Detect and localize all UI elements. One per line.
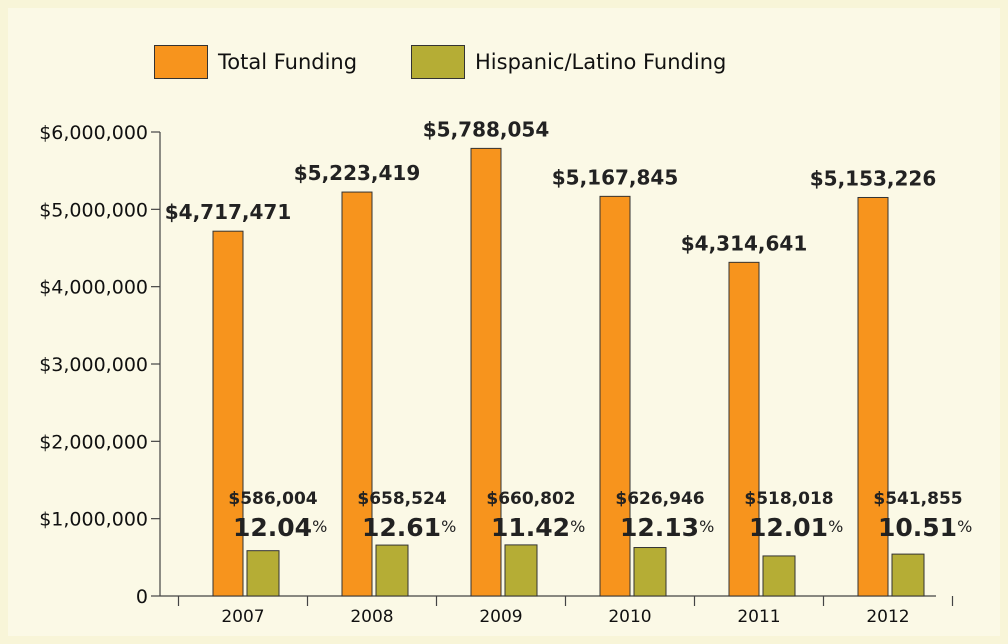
data-label-total: $5,788,054 (423, 117, 550, 141)
data-label-hispanic: $518,018 (744, 489, 833, 509)
percent-symbol: % (570, 517, 585, 536)
x-tick-label: 2010 (608, 607, 651, 627)
percent-symbol: % (441, 517, 456, 536)
bar-total-funding (599, 195, 631, 597)
data-label-hispanic: $658,524 (357, 489, 446, 509)
y-tick-label: $5,000,000 (39, 199, 148, 221)
bar-hispanic-funding (375, 544, 409, 597)
y-tick-label: $1,000,000 (39, 509, 148, 531)
data-label-percent: 12.61% (362, 513, 456, 542)
data-label-total: $4,314,641 (681, 231, 808, 255)
data-label-percent: 10.51% (878, 513, 972, 542)
bar-hispanic-funding (246, 550, 280, 597)
data-label-total: $5,153,226 (810, 166, 937, 190)
x-tick-label: 2008 (350, 607, 393, 627)
bar-hispanic-funding (891, 553, 925, 597)
bar-total-funding (341, 191, 373, 597)
legend-swatch-hispanic-funding (411, 45, 465, 79)
x-tick-label: 2009 (479, 607, 522, 627)
data-label-total: $4,717,471 (165, 200, 292, 224)
x-tick-label: 2007 (221, 607, 264, 627)
bar-total-funding (212, 230, 244, 597)
x-tick-label: 2011 (737, 607, 780, 627)
percent-symbol: % (699, 517, 714, 536)
data-label-hispanic: $541,855 (873, 489, 962, 509)
x-tick-label: 2012 (866, 607, 909, 627)
legend-item-total-funding: Total Funding (154, 42, 357, 82)
bar-total-funding (728, 261, 760, 597)
bar-hispanic-funding (504, 544, 538, 597)
bar-hispanic-funding (762, 555, 796, 597)
data-label-percent: 12.13% (620, 513, 714, 542)
data-label-percent: 12.01% (749, 513, 843, 542)
data-label-hispanic: $660,802 (486, 489, 575, 509)
legend-swatch-total-funding (154, 45, 208, 79)
bar-chart: 0 $1,000,000 $2,000,000 $3,000,000 $4,000,00… (39, 117, 972, 627)
legend-label-hispanic-funding: Hispanic/Latino Funding (475, 50, 727, 74)
bar-hispanic-funding (633, 547, 667, 597)
bar-total-funding (470, 147, 502, 597)
y-tick-label: $2,000,000 (39, 431, 148, 453)
percent-symbol: % (312, 517, 327, 536)
data-label-hispanic: $586,004 (228, 489, 317, 509)
y-tick-label: 0 (136, 586, 148, 608)
percent-symbol: % (957, 517, 972, 536)
bar-total-funding (857, 196, 889, 597)
percent-symbol: % (828, 517, 843, 536)
y-tick-label: $3,000,000 (39, 354, 148, 376)
data-label-total: $5,167,845 (552, 165, 679, 189)
chart-frame: Total Funding Hispanic/Latino Funding 0 $… (8, 8, 1000, 636)
data-label-total: $5,223,419 (294, 161, 421, 185)
y-tick-label: $6,000,000 (39, 122, 148, 144)
data-label-hispanic: $626,946 (615, 489, 704, 509)
legend-item-hispanic-funding: Hispanic/Latino Funding (411, 42, 726, 82)
data-label-percent: 12.04% (233, 513, 327, 542)
y-tick-label: $4,000,000 (39, 277, 148, 299)
legend-label-total-funding: Total Funding (218, 50, 358, 74)
data-label-percent: 11.42% (491, 513, 585, 542)
